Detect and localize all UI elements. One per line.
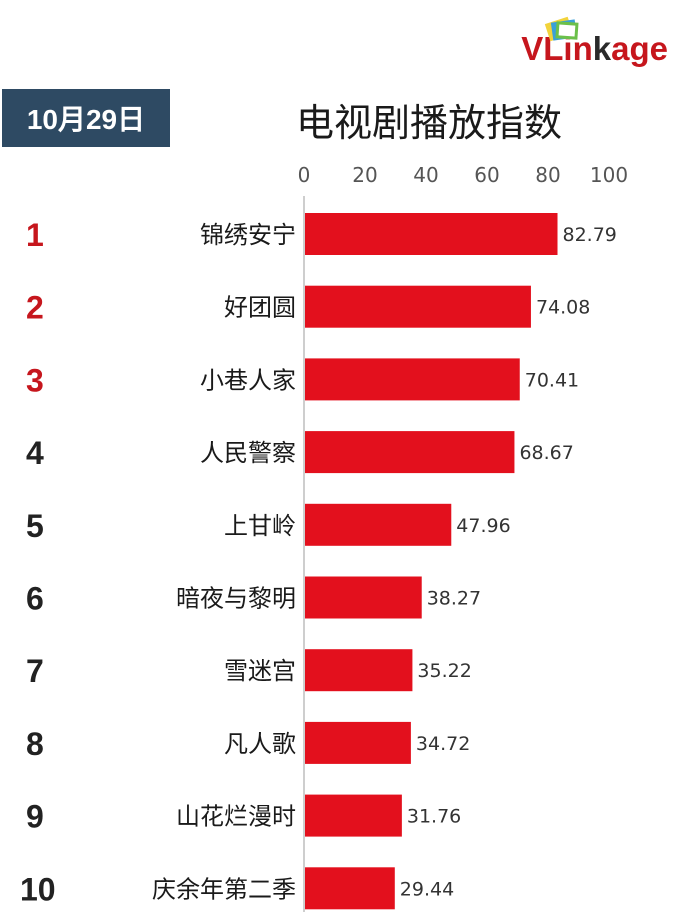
value-label: 70.41 — [525, 369, 579, 391]
category-label: 庆余年第二季 — [152, 875, 296, 903]
rank-number: 4 — [26, 435, 44, 471]
bar — [305, 431, 515, 474]
rank-number: 8 — [26, 726, 44, 762]
rank-number: 7 — [26, 653, 44, 689]
bar — [305, 867, 395, 910]
rank-number: 10 — [20, 871, 56, 907]
category-label: 锦绣安宁 — [200, 221, 296, 249]
category-label: 人民警察 — [200, 439, 296, 467]
x-tick-label: 0 — [298, 163, 311, 187]
x-tick-label: 40 — [413, 163, 438, 187]
bar — [305, 285, 531, 328]
value-label: 34.72 — [416, 733, 470, 755]
category-label: 小巷人家 — [200, 366, 296, 394]
category-label: 凡人歌 — [224, 730, 296, 758]
rank-number: 3 — [26, 362, 44, 398]
value-label: 31.76 — [407, 806, 461, 828]
value-label: 35.22 — [417, 660, 471, 682]
rank-number: 5 — [26, 508, 44, 544]
x-tick-label: 20 — [352, 163, 377, 187]
brand-suffix: age — [611, 30, 668, 67]
x-tick-label: 80 — [535, 163, 560, 187]
logo-cards-icon — [544, 16, 579, 42]
bar — [305, 503, 452, 546]
category-label: 雪迷宫 — [224, 657, 296, 685]
value-label: 74.08 — [536, 297, 590, 319]
bar — [305, 649, 413, 692]
rank-number: 9 — [26, 799, 44, 835]
bar — [305, 721, 411, 764]
x-tick-label: 100 — [590, 163, 628, 187]
value-label: 47.96 — [456, 515, 510, 537]
value-label: 38.27 — [427, 588, 481, 610]
bar — [305, 358, 520, 401]
value-label: 68.67 — [519, 442, 573, 464]
bar — [305, 576, 422, 619]
category-label: 上甘岭 — [224, 512, 296, 540]
rank-number: 6 — [26, 581, 44, 617]
bar — [305, 213, 558, 255]
category-label: 好团圆 — [224, 294, 296, 322]
rank-number: 2 — [26, 290, 44, 326]
brand-middle: k — [592, 30, 612, 67]
rank-number: 1 — [26, 217, 44, 253]
bar — [305, 794, 402, 837]
chart-title: 电视剧播放指数 — [296, 101, 563, 145]
value-label: 82.79 — [563, 224, 617, 246]
category-label: 暗夜与黎明 — [176, 585, 296, 613]
category-label: 山花烂漫时 — [176, 803, 296, 831]
date-badge: 10月29日 — [2, 89, 170, 147]
value-label: 29.44 — [400, 878, 454, 900]
x-tick-label: 60 — [474, 163, 499, 187]
